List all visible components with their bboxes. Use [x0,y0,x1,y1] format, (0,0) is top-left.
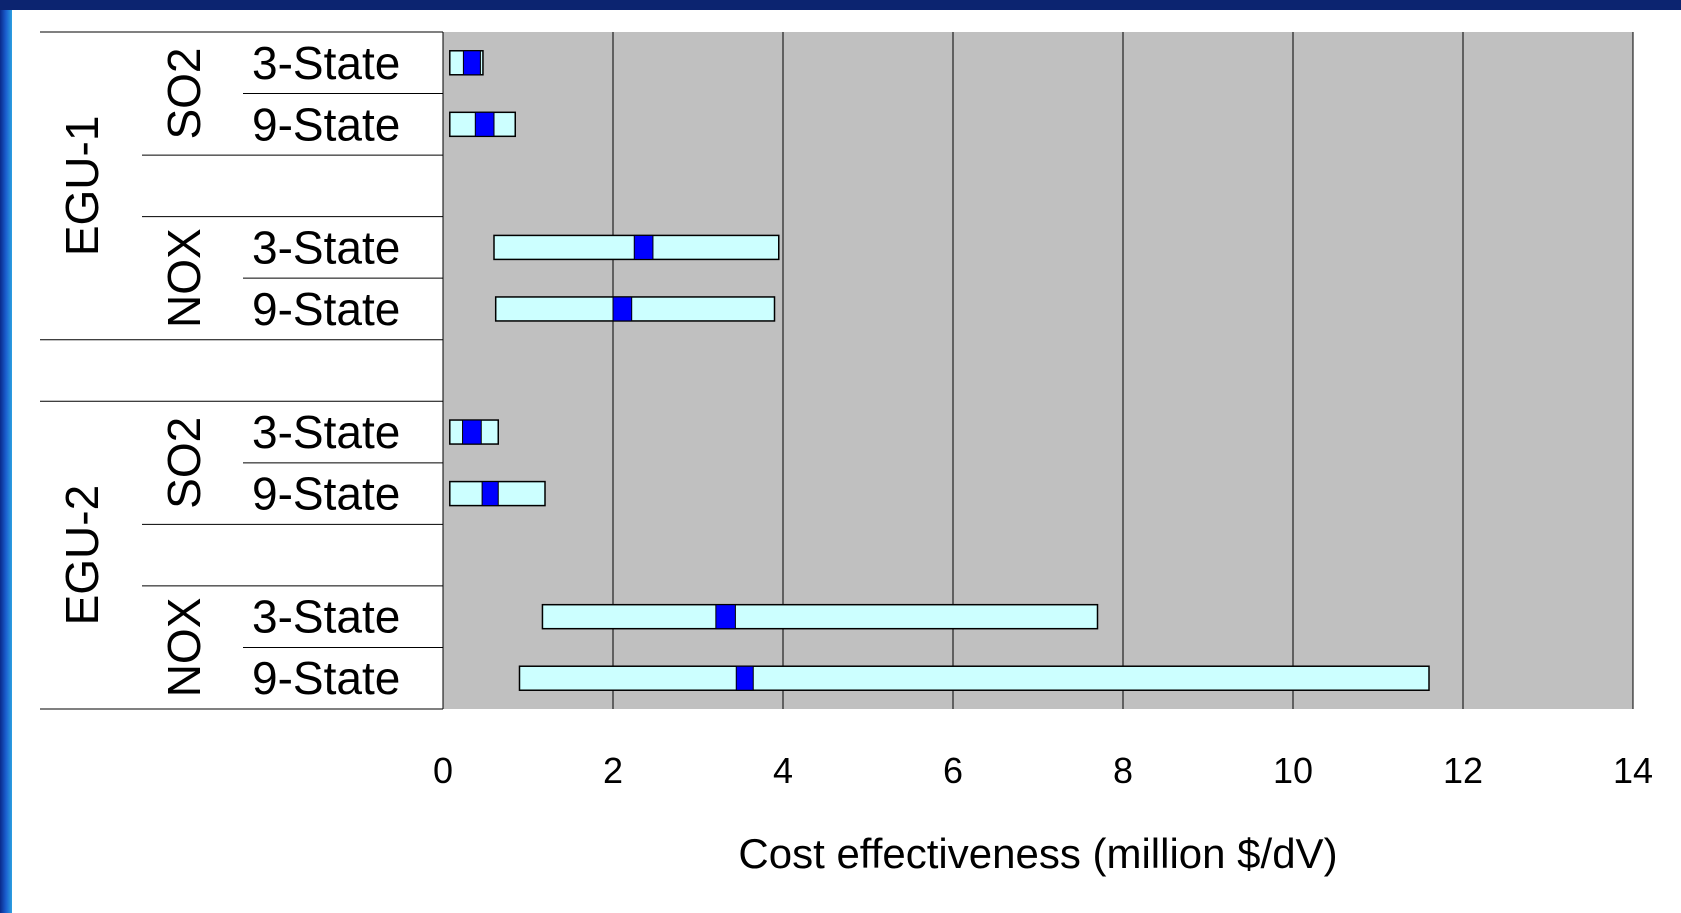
row-label: 3-State [252,406,400,458]
row-label: 9-State [252,468,400,520]
estimate-marker [481,481,499,507]
x-axis-title: Cost effectiveness (million $/dV) [738,830,1337,877]
estimate-marker [715,604,736,630]
estimate-marker [612,296,633,322]
range-bar [518,665,1430,691]
pollutant-label: SO2 [158,48,210,140]
x-tick-label: 2 [603,750,623,791]
x-tick-label: 12 [1443,750,1483,791]
pollutant-label: NOX [158,598,210,698]
row-label: 9-State [252,652,400,704]
estimate-marker [633,234,654,260]
x-tick-label: 8 [1113,750,1133,791]
row-label: 3-State [252,221,400,273]
estimate-marker [462,50,481,76]
x-tick-label: 14 [1613,750,1653,791]
pollutant-label: SO2 [158,417,210,509]
x-tick-label: 6 [943,750,963,791]
x-tick-label: 4 [773,750,793,791]
unit-label: EGU-2 [56,485,108,626]
estimate-marker [462,419,482,445]
cost-effectiveness-chart: 3-State 9-State 3-State 9-State 3-State 9-Sta… [40,31,1653,877]
x-tick-label: 0 [433,750,453,791]
row-label: 3-State [252,37,400,89]
unit-label: EGU-1 [56,116,108,257]
row-label: 9-State [252,98,400,150]
row-label: 9-State [252,283,400,335]
range-bar [541,603,1099,630]
estimate-marker [735,665,754,691]
top-frame-bar [0,0,1681,10]
range-bar [494,296,776,322]
estimate-marker [474,111,495,137]
row-label: 3-State [252,591,400,643]
chart-panel: 3-State 9-State 3-State 9-State 3-State 9-Sta… [12,10,1681,913]
x-tick-label: 10 [1273,750,1313,791]
plot-area [443,32,1633,709]
pollutant-label: NOX [158,228,210,328]
